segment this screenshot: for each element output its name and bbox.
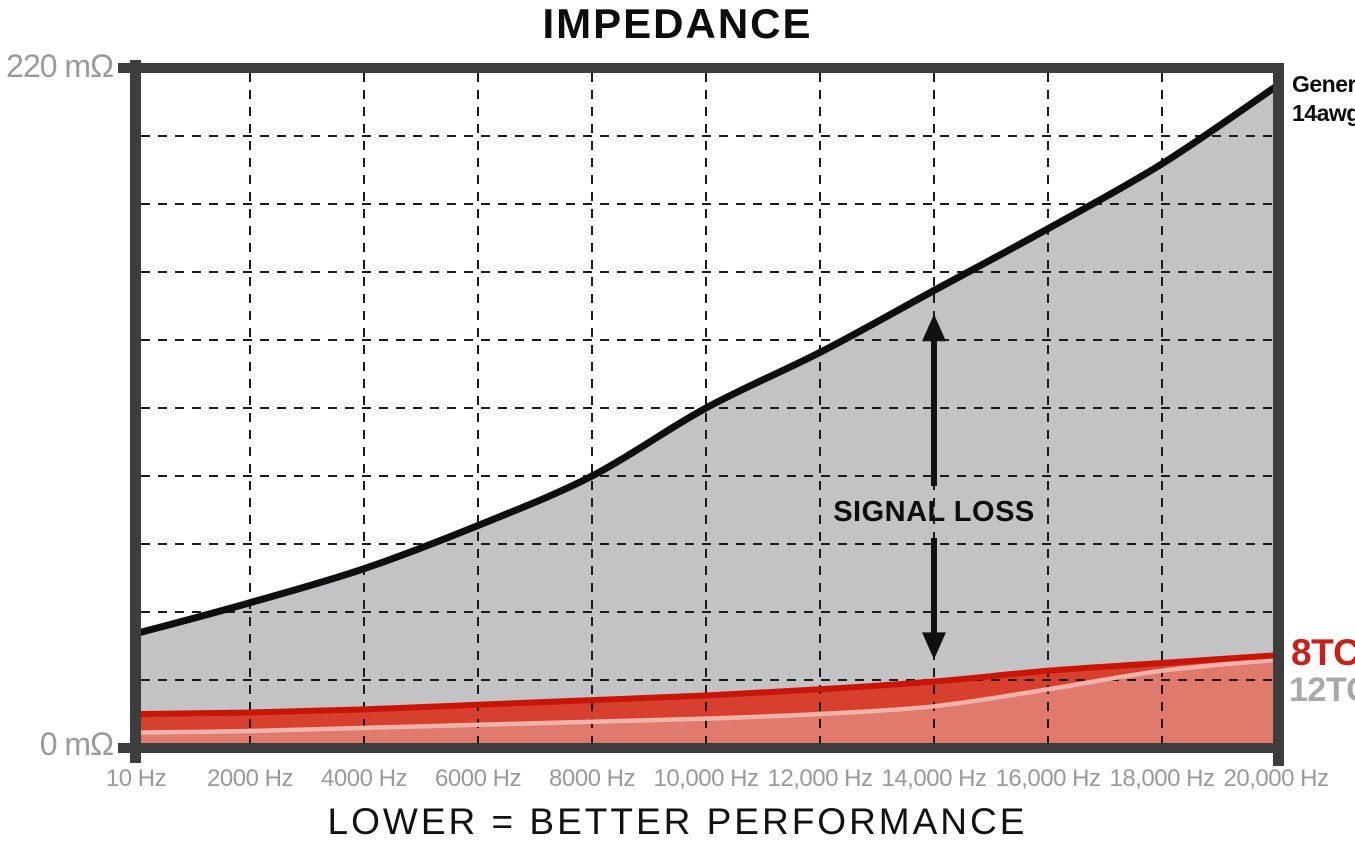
x-tick-label: 14,000 Hz xyxy=(881,765,987,792)
x-tick-label: 18,000 Hz xyxy=(1109,765,1215,792)
bottom-caption: LOWER = BETTER PERFORMANCE xyxy=(327,801,1028,842)
x-tick-label: 2000 Hz xyxy=(207,765,293,792)
x-tick-label: 4000 Hz xyxy=(321,765,407,792)
x-tick-label: 16,000 Hz xyxy=(995,765,1101,792)
y-axis-min-label: 0 mΩ xyxy=(39,726,114,762)
y-axis-max-label: 220 mΩ xyxy=(6,48,114,84)
series-label-generic: Generic 14awg xyxy=(1292,70,1355,128)
x-tick-label: 10 Hz xyxy=(105,765,167,792)
x-tick-label: 20,000 Hz xyxy=(1223,765,1329,792)
series-label-generic-line1: Generic xyxy=(1292,71,1355,97)
chart-title: IMPEDANCE xyxy=(542,0,813,47)
x-tick-label: 12,000 Hz xyxy=(767,765,873,792)
series-label-generic-line2: 14awg xyxy=(1292,99,1355,126)
signal-loss-annotation: SIGNAL LOSS xyxy=(833,496,1035,528)
x-tick-label: 6000 Hz xyxy=(435,765,521,792)
x-tick-label: 10,000 Hz xyxy=(653,765,759,792)
series-label-8tc: 8TC xyxy=(1291,632,1355,673)
series-label-12tc: 12TC xyxy=(1289,671,1355,709)
x-tick-label: 8000 Hz xyxy=(549,765,635,792)
